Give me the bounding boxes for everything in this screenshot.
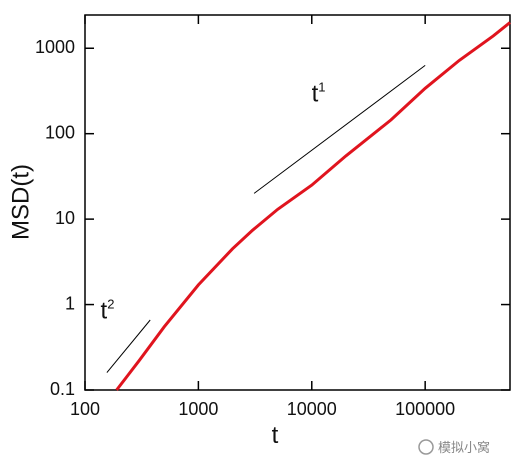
y-tick-label: 100 [45, 122, 75, 142]
slope-label-exponent: 2 [107, 296, 114, 311]
slope-label-exponent: 1 [318, 79, 325, 94]
slope-label-base: t [312, 80, 319, 107]
y-tick-label: 0.1 [50, 379, 75, 399]
x-tick-label: 10000 [287, 399, 337, 419]
y-axis-title: MSD(t) [7, 164, 34, 240]
x-axis-title: t [272, 422, 279, 449]
y-tick-label: 10 [55, 208, 75, 228]
y-tick-label: 1 [65, 293, 75, 313]
x-tick-label: 100000 [395, 399, 455, 419]
watermark: 模拟小窝 [418, 439, 490, 455]
watermark-icon [418, 439, 434, 455]
x-tick-label: 1000 [178, 399, 218, 419]
plot-frame [84, 14, 511, 391]
y-tick-label: 1000 [35, 37, 75, 57]
watermark-text: 模拟小窝 [438, 440, 490, 455]
series-line [106, 319, 151, 373]
slope-label: t2 [101, 296, 115, 324]
slope-label-base: t [101, 297, 108, 324]
x-tick-label: 100 [70, 399, 100, 419]
slope-label: t1 [312, 79, 326, 107]
series-line [253, 64, 426, 194]
series-line [115, 21, 511, 391]
